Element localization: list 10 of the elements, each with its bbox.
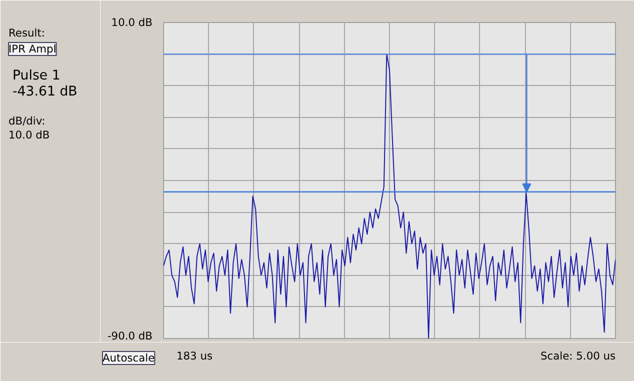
text: 183 us [176,350,213,362]
line-series [164,54,616,338]
text: Pulse 1 [12,68,60,84]
text: -43.61 dB [12,84,78,100]
text: Scale: 5.00 us [540,350,616,362]
text: 10.0 dB [8,128,50,142]
text: Result: [8,26,46,40]
text: dB/div: [8,114,46,128]
y-tick-label: -90.0 dB [107,330,153,342]
text: IPR Ampl [8,42,56,56]
